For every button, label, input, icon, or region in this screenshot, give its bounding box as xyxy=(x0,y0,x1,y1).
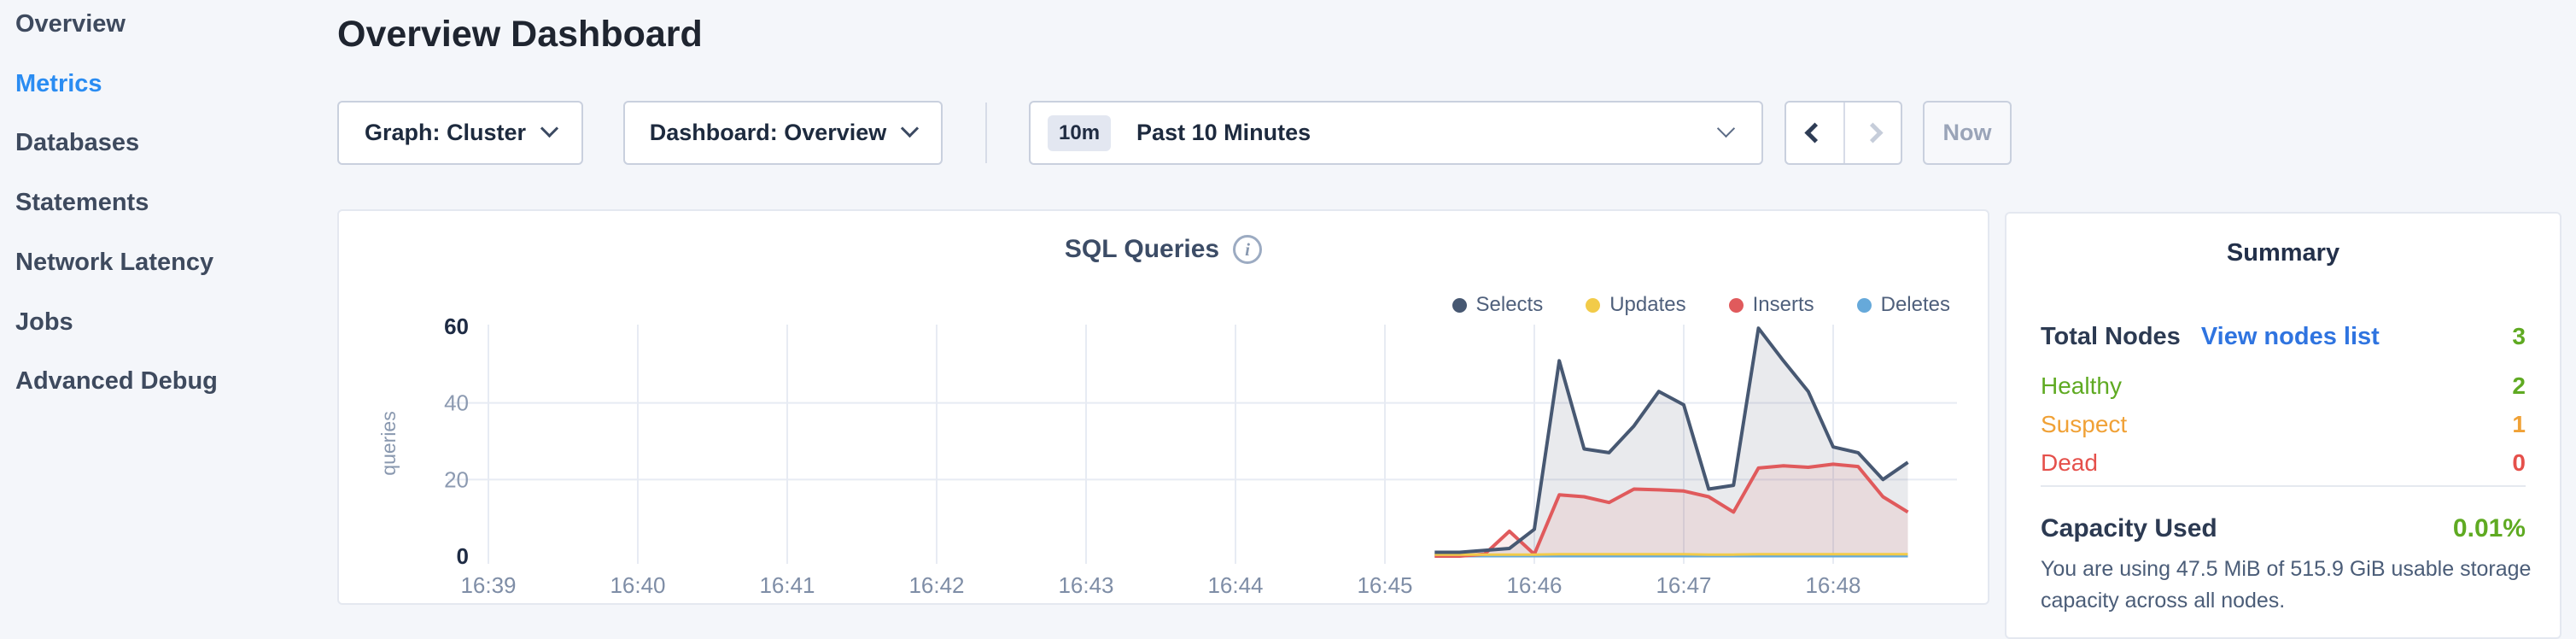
node-status-value: 0 xyxy=(2512,449,2526,476)
now-button[interactable]: Now xyxy=(1923,101,2012,165)
node-status-label: Suspect xyxy=(2041,411,2128,437)
legend-item-updates[interactable]: Updates xyxy=(1586,293,1686,317)
chevron-right-icon xyxy=(1862,122,1884,144)
node-status-label: Healthy xyxy=(2041,372,2122,399)
svg-text:16:48: 16:48 xyxy=(1805,572,1860,598)
total-nodes-label: Total Nodes xyxy=(2041,323,2181,350)
node-status-value: 2 xyxy=(2512,372,2526,399)
node-status-value: 1 xyxy=(2512,411,2526,437)
time-range-badge: 10m xyxy=(1048,114,1112,151)
legend-dot-icon xyxy=(1452,297,1467,313)
legend-dot-icon xyxy=(1586,297,1601,313)
svg-text:16:42: 16:42 xyxy=(908,572,964,598)
svg-text:16:43: 16:43 xyxy=(1058,572,1113,598)
svg-text:16:44: 16:44 xyxy=(1207,572,1263,598)
chart-legend: Selects Updates Inserts Deletes xyxy=(1452,293,1950,317)
info-icon[interactable]: i xyxy=(1233,235,1263,264)
svg-text:60: 60 xyxy=(444,314,469,339)
summary-panel: Summary Total Nodes View nodes list 3 He… xyxy=(2005,212,2561,639)
time-shift-group xyxy=(1785,101,1902,165)
legend-label: Deletes xyxy=(1880,293,1950,316)
graph-scope-dropdown-label: Graph: Cluster xyxy=(364,120,527,145)
graph-scope-dropdown[interactable]: Graph: Cluster xyxy=(337,101,583,165)
summary-divider xyxy=(2041,485,2526,487)
sidebar-item-overview[interactable]: Overview xyxy=(15,10,126,38)
time-range-dropdown[interactable]: 10m Past 10 Minutes xyxy=(1029,101,1763,165)
dashboard-dropdown[interactable]: Dashboard: Overview xyxy=(623,101,943,165)
legend-item-selects[interactable]: Selects xyxy=(1452,293,1544,317)
capacity-used-row: Capacity Used 0.01% xyxy=(2041,514,2526,543)
legend-label: Updates xyxy=(1609,293,1686,316)
legend-dot-icon xyxy=(1728,297,1744,313)
svg-text:16:46: 16:46 xyxy=(1506,572,1562,598)
svg-text:16:47: 16:47 xyxy=(1656,572,1711,598)
node-status-row-dead: Dead 0 xyxy=(2041,449,2526,477)
view-nodes-list-link[interactable]: View nodes list xyxy=(2200,323,2380,350)
chart-title: SQL Queries xyxy=(1064,235,1220,263)
time-shift-back-button[interactable] xyxy=(1786,103,1843,163)
capacity-used-value: 0.01% xyxy=(2452,514,2526,542)
chevron-down-icon xyxy=(901,119,920,138)
node-status-row-healthy: Healthy 2 xyxy=(2041,372,2526,400)
sidebar-item-advanced-debug[interactable]: Advanced Debug xyxy=(15,367,218,395)
legend-item-deletes[interactable]: Deletes xyxy=(1856,293,1950,317)
sql-queries-chart-card: SQL Queries i Selects Updates Inserts Delet… xyxy=(337,209,1989,605)
capacity-caption: You are using 47.5 MiB of 515.9 GiB usab… xyxy=(2041,557,2532,613)
sidebar-item-network-latency[interactable]: Network Latency xyxy=(15,249,214,276)
svg-text:16:40: 16:40 xyxy=(610,572,665,598)
svg-text:20: 20 xyxy=(444,466,469,492)
node-status-row-suspect: Suspect 1 xyxy=(2041,411,2526,438)
svg-text:16:39: 16:39 xyxy=(460,572,516,598)
legend-dot-icon xyxy=(1856,297,1872,313)
node-status-label: Dead xyxy=(2041,449,2098,476)
total-nodes-row: Total Nodes View nodes list 3 xyxy=(2041,323,2526,351)
summary-title: Summary xyxy=(2226,239,2340,267)
svg-text:16:41: 16:41 xyxy=(759,572,815,598)
legend-label: Inserts xyxy=(1752,293,1814,316)
legend-item-inserts[interactable]: Inserts xyxy=(1728,293,1814,317)
now-button-label: Now xyxy=(1942,120,1992,145)
svg-text:16:45: 16:45 xyxy=(1357,572,1412,598)
svg-text:0: 0 xyxy=(457,543,469,569)
chevron-down-icon xyxy=(1716,119,1736,138)
sidebar-item-databases[interactable]: Databases xyxy=(15,129,140,156)
svg-text:40: 40 xyxy=(444,390,469,416)
sidebar-item-statements[interactable]: Statements xyxy=(15,189,149,216)
total-nodes-value: 3 xyxy=(2512,323,2526,349)
dashboard-dropdown-label: Dashboard: Overview xyxy=(649,120,887,145)
sidebar-item-jobs[interactable]: Jobs xyxy=(15,308,73,336)
svg-text:queries: queries xyxy=(377,411,400,475)
time-shift-forward-button[interactable] xyxy=(1843,103,1901,163)
chevron-down-icon xyxy=(540,119,559,138)
legend-label: Selects xyxy=(1475,293,1544,316)
sidebar-item-metrics[interactable]: Metrics xyxy=(15,70,102,97)
time-range-label: Past 10 Minutes xyxy=(1136,120,1311,145)
toolbar-divider xyxy=(985,103,987,163)
sql-queries-chart[interactable]: 0 20 40 60 16:39 16:40 16:41 16:42 16:43 16:44 16:… xyxy=(339,211,1988,603)
chevron-left-icon xyxy=(1804,122,1825,144)
page-title: Overview Dashboard xyxy=(337,14,703,55)
capacity-used-label: Capacity Used xyxy=(2041,514,2217,542)
